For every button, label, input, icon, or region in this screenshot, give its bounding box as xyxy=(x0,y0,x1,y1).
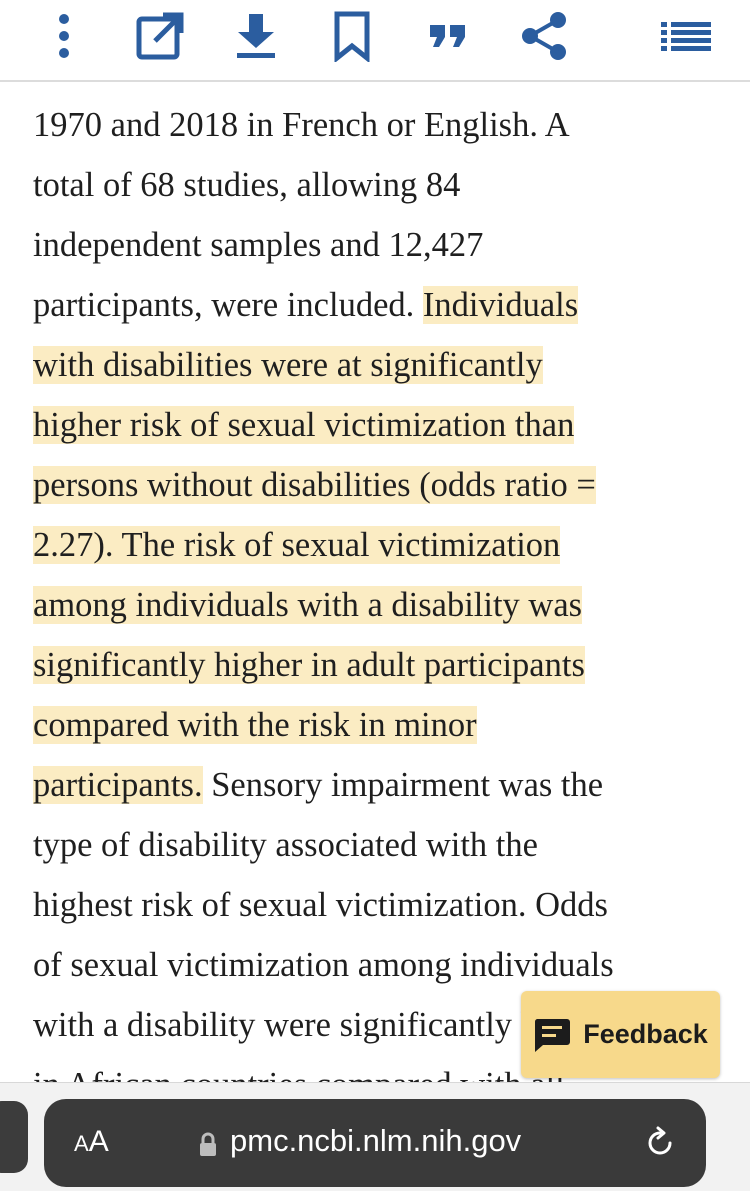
highlighted-text: higher risk of sexual victimization than xyxy=(33,406,575,444)
feedback-chat-icon xyxy=(535,1018,571,1052)
text-line: 2.27). The risk of sexual victimization xyxy=(33,515,723,575)
reload-icon[interactable] xyxy=(642,1125,678,1161)
text-line: with disabilities were at significantly xyxy=(33,335,723,395)
address-bar[interactable]: AA pmc.ncbi.nlm.nih.gov xyxy=(44,1099,706,1187)
previous-tab-preview[interactable] xyxy=(0,1101,28,1173)
text-line: in African countries compared with all xyxy=(33,1055,723,1082)
open-external-icon[interactable] xyxy=(128,6,192,66)
abstract-paragraph: 1970 and 2018 in French or English. A tot… xyxy=(33,95,723,1082)
highlighted-text: compared with the risk in minor xyxy=(33,706,477,744)
feedback-button[interactable]: Feedback xyxy=(521,991,720,1078)
body-text: total of 68 studies, allowing 84 xyxy=(33,166,461,204)
share-icon[interactable] xyxy=(512,6,576,66)
text-line: total of 68 studies, allowing 84 xyxy=(33,155,723,215)
highlighted-text: 2.27). The risk of sexual victimization xyxy=(33,526,561,564)
highlighted-text: among individuals with a disability was xyxy=(33,586,583,624)
text-line: of sexual victimization among individual… xyxy=(33,935,723,995)
text-line: significantly higher in adult participan… xyxy=(33,635,723,695)
text-line: persons without disabilities (odds ratio… xyxy=(33,455,723,515)
text-line: higher risk of sexual victimization than xyxy=(33,395,723,455)
text-line: 1970 and 2018 in French or English. A xyxy=(33,95,723,155)
article-body: 1970 and 2018 in French or English. A tot… xyxy=(0,82,750,1082)
text-line: among individuals with a disability was xyxy=(33,575,723,635)
body-text: of sexual victimization among individual… xyxy=(33,946,614,984)
highlighted-text: persons without disabilities (odds ratio… xyxy=(33,466,596,504)
cite-quote-icon[interactable] xyxy=(416,6,480,66)
text-line: highest risk of sexual victimization. Od… xyxy=(33,875,723,935)
highlighted-text: Individuals xyxy=(422,286,579,324)
browser-bottom-bar: AA pmc.ncbi.nlm.nih.gov xyxy=(0,1082,750,1191)
body-text: with a disability were significantly hig… xyxy=(33,1006,609,1044)
lock-icon xyxy=(200,1132,216,1156)
body-text: participants, were included. xyxy=(33,286,423,324)
download-icon[interactable] xyxy=(224,6,288,66)
text-line: independent samples and 12,427 xyxy=(33,215,723,275)
highlighted-text: participants. xyxy=(33,766,203,804)
text-line: with a disability were significantly hig… xyxy=(33,995,723,1055)
text-line: participants, were included. Individuals xyxy=(33,275,723,335)
text-line: type of disability associated with the xyxy=(33,815,723,875)
text-size-button[interactable]: AA xyxy=(74,1125,109,1158)
body-text: in African countries compared with all xyxy=(33,1066,565,1082)
feedback-label: Feedback xyxy=(583,1019,708,1049)
text-line: compared with the risk in minor xyxy=(33,695,723,755)
text-line: participants. Sensory impairment was the xyxy=(33,755,723,815)
outline-list-icon[interactable] xyxy=(654,6,718,66)
body-text: 1970 and 2018 in French or English. A xyxy=(33,106,570,144)
highlighted-text: significantly higher in adult participan… xyxy=(33,646,585,684)
url-text: pmc.ncbi.nlm.nih.gov xyxy=(230,1123,522,1158)
body-text: Sensory impairment was the xyxy=(202,766,604,804)
highlighted-text: with disabilities were at significantly xyxy=(33,346,543,384)
article-toolbar xyxy=(0,0,750,82)
more-vertical-icon[interactable] xyxy=(32,6,96,66)
body-text: highest risk of sexual victimization. Od… xyxy=(33,886,608,924)
body-text: independent samples and 12,427 xyxy=(33,226,484,264)
bookmark-icon[interactable] xyxy=(320,6,384,66)
body-text: type of disability associated with the xyxy=(33,826,538,864)
